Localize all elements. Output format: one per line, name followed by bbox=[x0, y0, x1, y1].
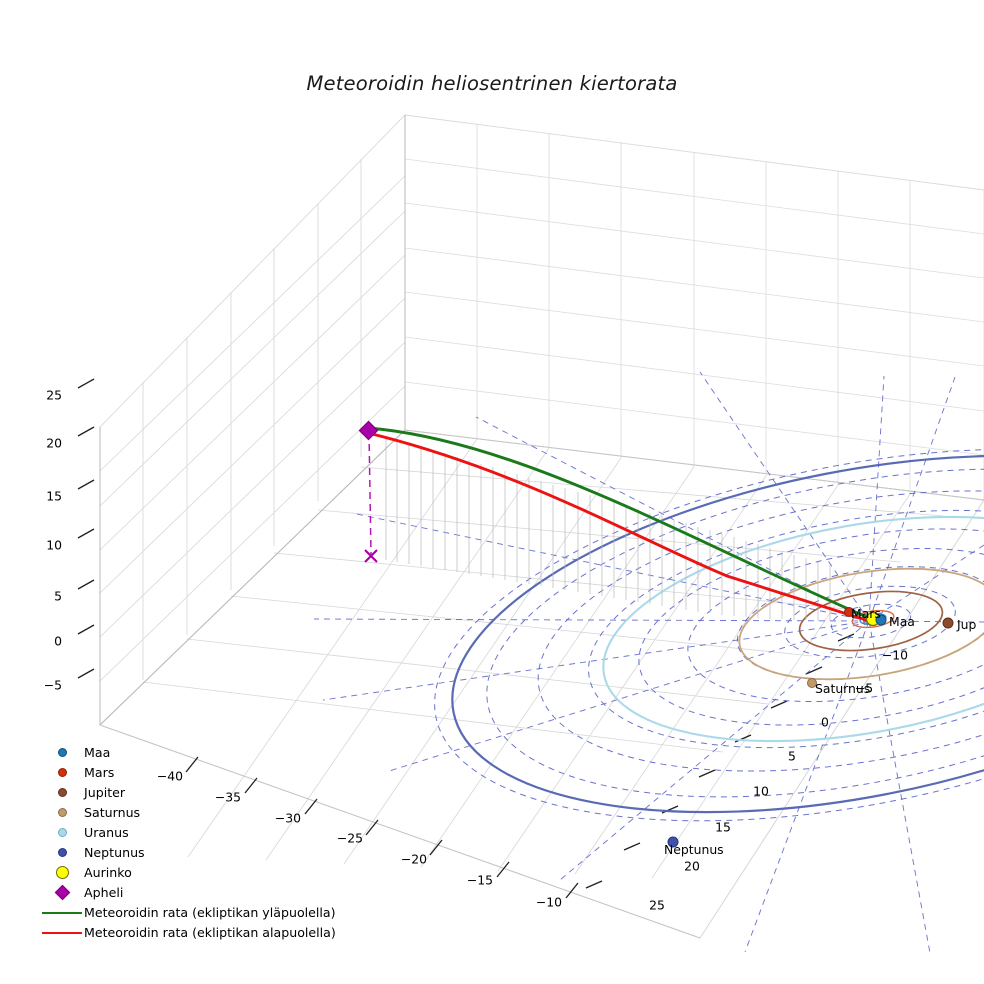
trajectory-droplines bbox=[385, 436, 831, 621]
y-tick-4: 10 bbox=[753, 783, 769, 799]
x-tick-6: −10 bbox=[535, 894, 563, 910]
y-tick-1: −5 bbox=[854, 680, 874, 696]
z-tick-1: 20 bbox=[46, 435, 62, 451]
circle-marker-icon bbox=[57, 807, 67, 817]
grid-floor bbox=[142, 438, 944, 879]
circle-marker-icon bbox=[57, 787, 67, 797]
orbit-uranus bbox=[602, 515, 984, 743]
legend-item-aurinko: Aurinko bbox=[40, 863, 370, 883]
meteoroid-track-above-ecliptic bbox=[366, 426, 871, 620]
body-label-saturnus: Saturnus bbox=[815, 681, 871, 696]
legend-item-neptunus: Neptunus bbox=[40, 842, 370, 862]
legend-item-apheli: Apheli bbox=[40, 883, 370, 903]
body-label-maa: Maa bbox=[889, 614, 915, 629]
orbit-jupiter bbox=[798, 590, 944, 652]
y-tick-3: 5 bbox=[788, 748, 796, 764]
legend-item-label: Meteoroidin rata (ekliptikan yläpuolella… bbox=[84, 905, 336, 921]
legend-item-jupiter: Jupiter bbox=[40, 782, 370, 802]
legend-item-label: Aurinko bbox=[84, 865, 132, 881]
body-marker-jupiter bbox=[942, 617, 954, 629]
x-tick-3: −25 bbox=[336, 830, 364, 846]
legend-item-label: Mars bbox=[84, 764, 115, 780]
polar-grid-rings bbox=[434, 448, 984, 822]
legend-item-label: Maa bbox=[84, 744, 111, 760]
body-marker-saturnus bbox=[807, 678, 817, 688]
y-tick-7: 25 bbox=[649, 897, 665, 913]
y-tick-6: 20 bbox=[684, 858, 700, 874]
body-label-mars: Mars bbox=[851, 606, 881, 621]
diamond-marker-icon bbox=[54, 884, 70, 901]
legend-item-label: Jupiter bbox=[84, 784, 126, 800]
legend-item-label: Apheli bbox=[84, 885, 124, 901]
grid-left-wall bbox=[99, 159, 406, 682]
aphelion-projection-x-icon bbox=[364, 549, 378, 563]
z-tick-3: 10 bbox=[46, 537, 62, 553]
x-tick-4: −20 bbox=[400, 851, 428, 867]
body-label-jupiter: Jup bbox=[957, 617, 977, 632]
circle-marker-icon bbox=[57, 747, 67, 757]
body-marker-maa bbox=[875, 614, 887, 626]
legend-item-meteoroidin: Meteoroidin rata (ekliptikan alapuolella… bbox=[40, 923, 370, 943]
legend-line-swatch bbox=[42, 931, 82, 934]
legend-item-meteoroidin: Meteoroidin rata (ekliptikan yläpuolella… bbox=[40, 903, 370, 923]
circle-marker-icon bbox=[57, 827, 67, 837]
orbit-mars bbox=[851, 609, 895, 629]
z-tick-0: 25 bbox=[46, 387, 62, 403]
orbit-saturnus bbox=[738, 567, 984, 681]
y-tick-2: 0 bbox=[821, 714, 829, 730]
legend-item-label: Neptunus bbox=[84, 845, 145, 861]
x-tick-1: −35 bbox=[214, 789, 242, 805]
axes-spines bbox=[99, 115, 984, 939]
circle-marker-icon bbox=[55, 866, 69, 880]
orbit-neptunus bbox=[451, 454, 984, 814]
aphelion-marker bbox=[358, 420, 379, 441]
legend-item-maa: Maa bbox=[40, 742, 370, 762]
z-tick-6: −5 bbox=[43, 677, 62, 693]
tick-marks bbox=[77, 378, 855, 899]
legend-line-swatch bbox=[42, 911, 82, 914]
circle-marker-icon bbox=[57, 848, 67, 858]
meteoroid-track-below-ecliptic bbox=[366, 431, 871, 623]
legend-item-label: Uranus bbox=[84, 824, 129, 840]
legend-item-mars: Mars bbox=[40, 762, 370, 782]
body-label-neptunus: Neptunus bbox=[664, 842, 724, 857]
aphelion-dropline bbox=[368, 431, 372, 555]
z-tick-4: 5 bbox=[54, 588, 62, 604]
polar-grid-spokes bbox=[313, 371, 984, 954]
body-marker-mars bbox=[844, 607, 854, 617]
circle-marker-icon bbox=[57, 767, 67, 777]
legend-item-label: Saturnus bbox=[84, 804, 141, 820]
z-tick-2: 15 bbox=[46, 488, 62, 504]
x-tick-5: −15 bbox=[466, 872, 494, 888]
page-title: Meteoroidin heliosentrinen kiertorata bbox=[306, 72, 678, 95]
x-tick-0: −40 bbox=[156, 768, 184, 784]
y-tick-5: 15 bbox=[715, 819, 731, 835]
legend-item-uranus: Uranus bbox=[40, 822, 370, 842]
legend-item-saturnus: Saturnus bbox=[40, 802, 370, 822]
legend-item-label: Meteoroidin rata (ekliptikan alapuolella… bbox=[84, 925, 336, 941]
legend: Maa Mars Jupiter Saturnus Uranus Neptunus Auri… bbox=[40, 742, 370, 943]
y-tick-0: −10 bbox=[881, 647, 909, 663]
body-marker-neptunus bbox=[667, 836, 679, 848]
x-tick-2: −30 bbox=[274, 810, 302, 826]
grid-right-wall bbox=[404, 124, 984, 494]
z-tick-5: 0 bbox=[54, 633, 62, 649]
